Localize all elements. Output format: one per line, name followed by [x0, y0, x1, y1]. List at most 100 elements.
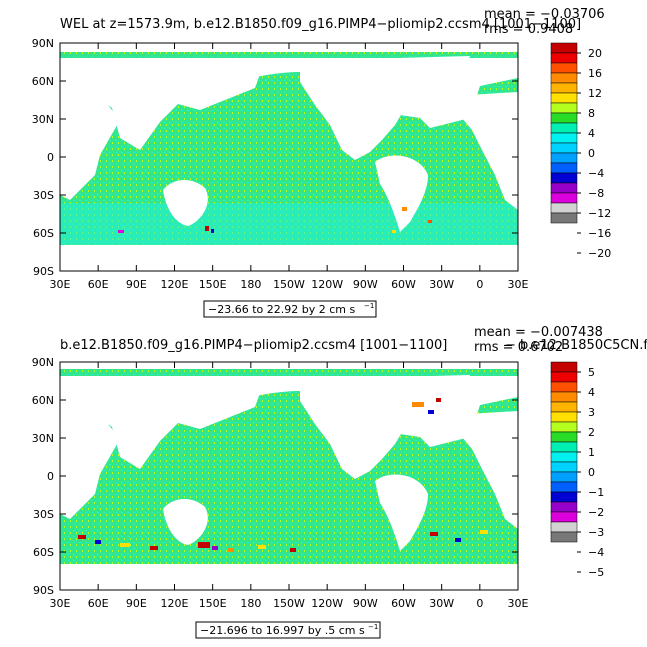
colorbar-segment — [550, 112, 578, 124]
lon-tick-label: 150W — [273, 597, 305, 610]
lon-tick-label: 150W — [273, 278, 305, 291]
lon-tick-label: 0 — [476, 597, 483, 610]
colorbar-label: 4 — [588, 127, 595, 140]
colorbar-segment — [550, 451, 578, 463]
colorbar-segment — [550, 182, 578, 194]
lon-tick-label: 30W — [429, 278, 454, 291]
top-mean-label: mean = −0.03706 — [484, 7, 605, 22]
lon-tick-label: 30E — [508, 597, 529, 610]
colorbar-segment — [550, 391, 578, 403]
colorbar-label: 12 — [588, 87, 602, 100]
colorbar-segment — [550, 381, 578, 393]
south-america-landmass — [375, 155, 428, 232]
colorbar-segment — [550, 82, 578, 94]
colorbar-segment — [550, 162, 578, 174]
colorbar-label: −20 — [588, 247, 611, 260]
colorbar-label: 20 — [588, 47, 602, 60]
top-colorbar: 20 16 12 8 4 0 −4 −8 −12 −16 −20 — [550, 42, 611, 260]
colorbar-label: 3 — [588, 406, 595, 419]
bottom-lat-axis: 90N 60N 30N 0 30S 60S 90S — [32, 356, 518, 597]
north-america-landmass — [300, 379, 420, 479]
lon-tick-label: 90W — [353, 597, 378, 610]
top-lon-axis: 30E 60E 90E 120E 150E 180 150W 120W 90W 60W 30W 0 30… — [50, 43, 529, 291]
colorbar-segment — [550, 142, 578, 154]
lat-tick-label: 90N — [32, 37, 54, 50]
lon-tick-label: 60E — [88, 597, 109, 610]
bottom-range-exponent: −1 — [368, 623, 378, 631]
antarctica-landmass — [60, 564, 518, 590]
colorbar-segment — [550, 511, 578, 523]
colorbar-label: −1 — [588, 486, 604, 499]
lon-tick-label: 30E — [50, 278, 71, 291]
asia-landmass — [95, 60, 265, 150]
lon-tick-label: 150E — [199, 278, 227, 291]
colorbar-segment — [550, 361, 578, 373]
lon-tick-label: 0 — [476, 278, 483, 291]
colorbar-segment — [550, 401, 578, 413]
top-map — [60, 43, 518, 271]
colorbar-label: −2 — [588, 506, 604, 519]
bottom-colorbar: 5 4 3 2 1 0 −1 −2 −3 −4 −5 — [550, 361, 604, 579]
colorbar-label: 2 — [588, 426, 595, 439]
lat-tick-label: 90N — [32, 356, 54, 369]
lon-tick-label: 30E — [50, 597, 71, 610]
greenland-landmass — [398, 56, 470, 90]
colorbar-label: 8 — [588, 107, 595, 120]
colorbar-segment — [550, 42, 578, 54]
lat-tick-label: 60S — [33, 227, 54, 240]
lon-tick-label: 90W — [353, 278, 378, 291]
lat-tick-label: 0 — [47, 151, 54, 164]
colorbar-label: 4 — [588, 386, 595, 399]
colorbar-segment — [550, 192, 578, 204]
lat-tick-label: 90S — [33, 265, 54, 278]
lon-tick-label: 60E — [88, 278, 109, 291]
colorbar-segment — [550, 202, 578, 214]
bottom-range-label: −21.696 to 16.997 by .5 cm s — [200, 624, 365, 637]
lat-tick-label: 0 — [47, 470, 54, 483]
colorbar-label: −3 — [588, 526, 604, 539]
lon-tick-label: 180 — [240, 278, 261, 291]
colorbar-label: −5 — [588, 566, 604, 579]
colorbar-segment — [550, 62, 578, 74]
colorbar-label: 5 — [588, 366, 595, 379]
colorbar-segment — [550, 72, 578, 84]
lon-tick-label: 120E — [161, 278, 189, 291]
antarctica-landmass — [60, 245, 518, 271]
lon-tick-label: 90E — [126, 278, 147, 291]
colorbar-segment — [550, 491, 578, 503]
colorbar-segment — [550, 52, 578, 64]
southern-cyan-band — [60, 203, 518, 245]
lon-tick-label: 150E — [199, 597, 227, 610]
colorbar-segment — [550, 212, 578, 224]
lon-tick-label: 120E — [161, 597, 189, 610]
colorbar-segment — [550, 531, 578, 543]
southern-ocean-anomalies — [78, 398, 488, 552]
lat-tick-label: 60N — [32, 75, 54, 88]
australia-landmass — [163, 179, 208, 226]
colorbar-segment — [550, 132, 578, 144]
australia-landmass — [163, 498, 208, 545]
africa-landmass — [60, 414, 120, 519]
colorbar-segment — [550, 431, 578, 443]
colorbar-label: −12 — [588, 207, 611, 220]
lon-tick-label: 180 — [240, 597, 261, 610]
bottom-mean-label: mean = −0.007438 — [474, 325, 603, 340]
europe-africa-landmass — [462, 411, 518, 529]
colorbar-segment — [550, 152, 578, 164]
lon-tick-label: 60W — [391, 278, 416, 291]
southern-ocean-anomalies — [118, 207, 432, 233]
colorbar-segment — [550, 461, 578, 473]
south-america-landmass — [375, 474, 428, 551]
top-panel-title: WEL at z=1573.9m, b.e12.B1850.f09_g16.PI… — [60, 17, 581, 32]
colorbar-segment — [550, 371, 578, 383]
bottom-map — [60, 362, 518, 590]
colorbar-segment — [550, 411, 578, 423]
africa-landmass — [60, 95, 120, 200]
greenland-landmass — [398, 375, 470, 409]
colorbar-label: 0 — [588, 466, 595, 479]
europe-africa-landmass — [462, 92, 518, 210]
north-america-landmass — [300, 60, 420, 160]
asia-landmass — [95, 379, 265, 469]
colorbar-segment — [550, 521, 578, 533]
